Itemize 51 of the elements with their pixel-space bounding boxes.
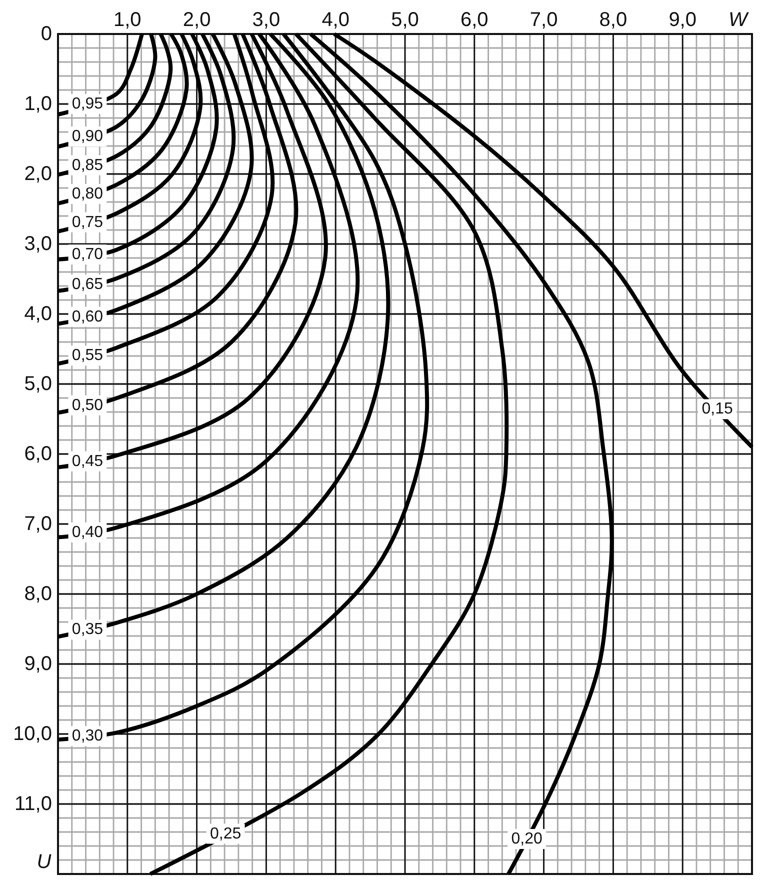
line-series: [56, 32, 298, 415]
series-label: 0,75: [72, 214, 104, 231]
line-series: [148, 32, 509, 876]
line-series: [56, 32, 203, 234]
series-label: 0,45: [72, 452, 104, 470]
series-label: 0,65: [72, 276, 104, 294]
y-tick-label: 11,0: [14, 793, 52, 815]
y-tick-label: 3,0: [24, 233, 52, 255]
x-tick-label: 8,0: [599, 9, 628, 31]
series-label: 0,85: [72, 156, 104, 174]
line-series: [56, 32, 254, 326]
y-tick-label: 2,0: [24, 163, 52, 185]
series-label: 0,55: [72, 347, 104, 364]
line-series: [56, 32, 236, 293]
x-tick-label: 2,0: [182, 9, 211, 31]
y-tick-label: 9,0: [24, 653, 52, 675]
x-tick-label: 5,0: [391, 9, 419, 31]
series-label: 0,30: [72, 728, 104, 745]
y-axis-title: U: [36, 851, 52, 873]
series-label: 0,70: [72, 246, 104, 263]
series-label: 0,15: [702, 400, 733, 418]
line-series: [56, 32, 390, 639]
y-tick-label: 7,0: [24, 513, 52, 535]
line-series: [56, 32, 219, 262]
series-label: 0,95: [72, 96, 104, 112]
y-tick-label: 5,0: [24, 373, 52, 395]
y-tick-label: 1,0: [24, 93, 52, 115]
series-label: 0,50: [72, 396, 104, 414]
x-tick-label: 7,0: [530, 9, 558, 31]
x-tick-label: 4,0: [322, 9, 350, 31]
series-label: 0,35: [72, 621, 104, 638]
series-label: 0,60: [72, 308, 104, 326]
series-label: 0,40: [72, 524, 104, 541]
x-tick-label: 1,0: [113, 9, 142, 31]
series-label: 0,20: [511, 830, 542, 848]
line-series: [308, 32, 614, 876]
y-tick-label: 8,0: [24, 583, 52, 605]
series-label: 0,25: [210, 825, 242, 842]
line-series: [332, 32, 754, 449]
x-tick-label: 3,0: [252, 9, 280, 31]
series-label: 0,90: [72, 128, 104, 146]
series-label: 0,80: [72, 185, 104, 202]
x-tick-label: 9,0: [668, 9, 697, 31]
y-tick-label: 6,0: [24, 443, 52, 465]
x-axis-title: W: [728, 9, 750, 31]
line-series: [56, 32, 328, 470]
x-tick-label: 6,0: [460, 9, 488, 31]
y-tick-label: 0: [40, 23, 52, 45]
line-series: [56, 32, 275, 366]
y-tick-label: 4,0: [24, 303, 52, 325]
y-tick-label: 10,0: [13, 723, 52, 745]
